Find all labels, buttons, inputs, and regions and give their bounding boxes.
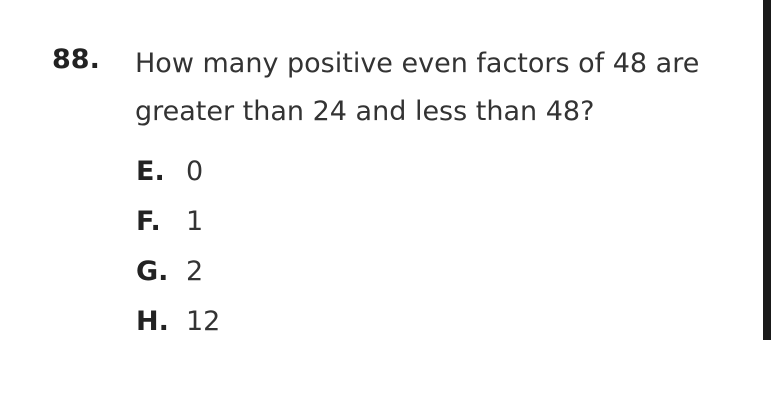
choice-letter: F. (136, 206, 161, 237)
question-text-line-2: greater than 24 and less than 48? (135, 96, 595, 127)
answer-choice-f[interactable]: F. 1 (136, 202, 220, 252)
right-edge-bar (763, 0, 771, 340)
question-text: How many positive even factors of 48 are… (135, 40, 735, 136)
answer-choice-e[interactable]: E. 0 (136, 152, 220, 202)
choice-value: 12 (186, 306, 221, 337)
answer-choices: E. 0 F. 1 G. 2 H. 12 (136, 152, 220, 352)
choice-value: 1 (186, 206, 204, 237)
choice-value: 0 (186, 156, 204, 187)
choice-letter: G. (136, 256, 169, 287)
choice-letter: E. (136, 156, 165, 187)
choice-value: 2 (186, 256, 204, 287)
choice-letter: H. (136, 306, 169, 337)
question-number: 88. (52, 44, 100, 75)
answer-choice-h[interactable]: H. 12 (136, 302, 220, 352)
question-text-line-1: How many positive even factors of 48 are (135, 48, 700, 79)
answer-choice-g[interactable]: G. 2 (136, 252, 220, 302)
